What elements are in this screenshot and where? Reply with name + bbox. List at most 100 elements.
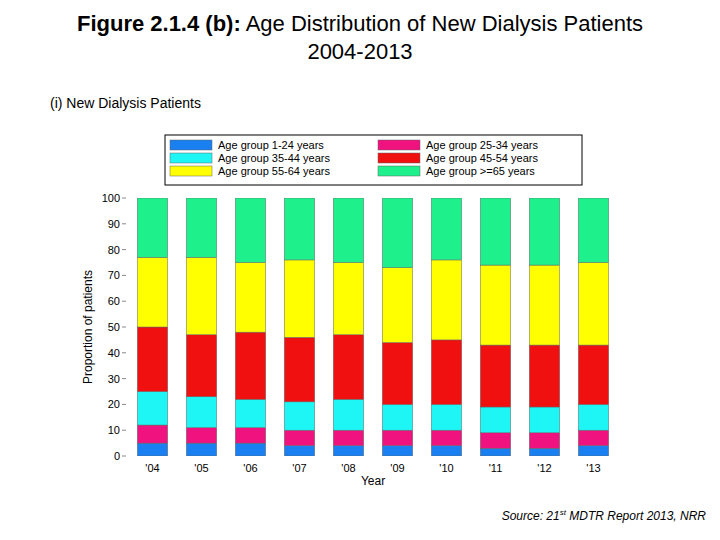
x-tick-label: '08	[341, 462, 355, 474]
x-tick-label: '04	[145, 462, 159, 474]
bar-segment	[186, 257, 216, 334]
bar-segment	[480, 448, 510, 456]
legend-swatch	[170, 166, 212, 176]
bar-segment	[431, 404, 461, 430]
bar-segment	[529, 448, 559, 456]
legend-swatch	[378, 153, 420, 163]
y-tick-label: 100	[102, 192, 120, 204]
bar-segment	[382, 430, 412, 445]
bar-segment	[333, 446, 363, 456]
y-tick	[122, 327, 126, 328]
bar-segment	[480, 198, 510, 265]
y-tick	[122, 456, 126, 457]
y-tick	[122, 275, 126, 276]
legend-swatch	[170, 153, 212, 163]
legend-label: Age group >=65 years	[426, 165, 535, 177]
bar-segment	[529, 198, 559, 265]
y-tick-label: 80	[108, 244, 120, 256]
bar-segment	[578, 263, 608, 346]
bar-segment	[186, 335, 216, 397]
bar-segment	[382, 268, 412, 343]
bar-segment	[137, 425, 167, 443]
x-tick-label: '11	[489, 462, 503, 474]
bar-segment	[431, 430, 461, 445]
legend-swatch	[378, 166, 420, 176]
x-tick-label: '07	[292, 462, 306, 474]
bar-segment	[284, 337, 314, 402]
bar-segment	[284, 446, 314, 456]
bar-segment	[186, 443, 216, 456]
y-tick	[122, 404, 126, 405]
bar-segment	[284, 402, 314, 430]
bar-segment	[333, 399, 363, 430]
y-tick-label: 40	[108, 347, 120, 359]
bars	[137, 198, 608, 456]
bar-segment	[529, 407, 559, 433]
y-tick	[122, 198, 126, 199]
bar-segment	[578, 345, 608, 404]
x-axis-label: Year	[361, 474, 385, 488]
bar-segment	[235, 428, 265, 443]
y-axis-label: Proportion of patients	[81, 270, 95, 384]
legend-swatch	[170, 140, 212, 150]
legend-label: Age group 45-54 years	[426, 152, 538, 164]
bar-segment	[382, 342, 412, 404]
y-tick	[122, 352, 126, 353]
x-tick-label: '05	[194, 462, 208, 474]
bar-segment	[137, 257, 167, 327]
bar-segment	[333, 263, 363, 335]
bar-segment	[529, 433, 559, 448]
bar-segment	[137, 443, 167, 456]
bar-segment	[186, 198, 216, 257]
bar-segment	[284, 198, 314, 260]
x-tick-label: '10	[439, 462, 453, 474]
y-tick-label: 70	[108, 269, 120, 281]
chart-subtitle: (i) New Dialysis Patients	[50, 95, 201, 111]
bar-segment	[431, 198, 461, 260]
chart-title: Figure 2.1.4 (b): Age Distribution of Ne…	[50, 10, 670, 66]
legend-box	[165, 135, 582, 185]
bar-segment	[333, 430, 363, 445]
bar-segment	[578, 198, 608, 263]
source-note: Source: 21st MDTR Report 2013, NRR	[502, 508, 706, 523]
bar-segment	[480, 345, 510, 407]
bar-segment	[578, 446, 608, 456]
y-tick-label: 20	[108, 398, 120, 410]
x-tick-label: '06	[243, 462, 257, 474]
bar-segment	[235, 263, 265, 333]
bar-segment	[480, 407, 510, 433]
bar-segment	[137, 198, 167, 257]
y-tick	[122, 249, 126, 250]
legend-swatch	[378, 140, 420, 150]
y-tick	[122, 301, 126, 302]
y-tick-label: 90	[108, 218, 120, 230]
y-tick-label: 0	[114, 450, 120, 462]
x-tick-label: '09	[390, 462, 404, 474]
y-tick	[122, 378, 126, 379]
bar-segment	[333, 198, 363, 263]
bar-segment	[578, 404, 608, 430]
bar-segment	[333, 335, 363, 400]
bar-segment	[431, 260, 461, 340]
x-tick-label: '12	[537, 462, 551, 474]
y-tick-label: 30	[108, 373, 120, 385]
legend-label: Age group 55-64 years	[218, 165, 330, 177]
bar-segment	[578, 430, 608, 445]
bar-segment	[480, 265, 510, 345]
bar-segment	[382, 198, 412, 268]
bar-segment	[137, 327, 167, 392]
y-tick-label: 10	[108, 424, 120, 436]
y-tick	[122, 223, 126, 224]
bar-segment	[284, 260, 314, 337]
chart-canvas: 0102030405060708090100'04'05'06'07'08'09…	[0, 0, 720, 540]
legend-label: Age group 1-24 years	[218, 139, 324, 151]
bar-segment	[186, 397, 216, 428]
legend: Age group 1-24 yearsAge group 25-34 year…	[165, 135, 582, 185]
bar-segment	[431, 340, 461, 405]
legend-label: Age group 35-44 years	[218, 152, 330, 164]
bar-segment	[137, 392, 167, 426]
bar-segment	[529, 345, 559, 407]
bar-segment	[382, 404, 412, 430]
y-tick-label: 50	[108, 321, 120, 333]
bar-segment	[529, 265, 559, 345]
